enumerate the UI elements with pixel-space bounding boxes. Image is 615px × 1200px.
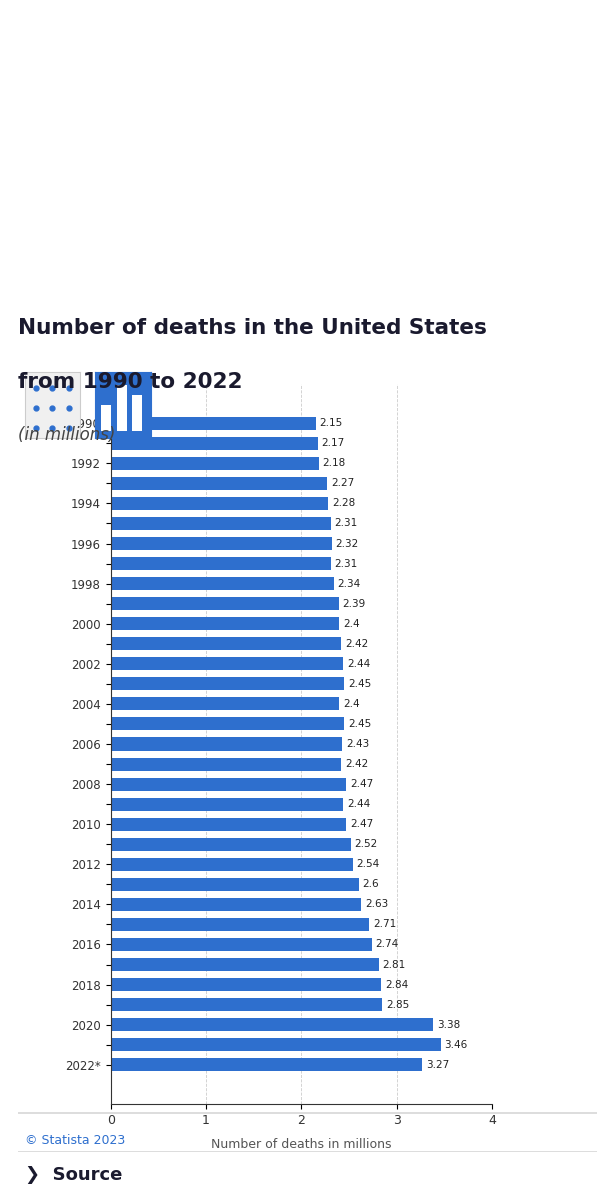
Bar bbox=[111, 878, 359, 890]
Text: 2.31: 2.31 bbox=[335, 518, 358, 528]
Bar bbox=[111, 538, 332, 550]
Text: 2.42: 2.42 bbox=[345, 760, 368, 769]
Text: 2.4: 2.4 bbox=[343, 619, 360, 629]
Text: 2.32: 2.32 bbox=[336, 539, 359, 548]
Bar bbox=[111, 1038, 440, 1051]
Bar bbox=[111, 1018, 433, 1031]
Bar bbox=[111, 677, 344, 690]
Bar bbox=[111, 798, 343, 811]
Text: 2.84: 2.84 bbox=[385, 979, 408, 990]
Text: 2.71: 2.71 bbox=[373, 919, 396, 930]
Text: 2.74: 2.74 bbox=[376, 940, 399, 949]
Bar bbox=[111, 998, 383, 1012]
Text: 2.81: 2.81 bbox=[383, 960, 406, 970]
Text: 2.31: 2.31 bbox=[335, 558, 358, 569]
Text: 2.44: 2.44 bbox=[347, 799, 370, 809]
Text: 2.43: 2.43 bbox=[346, 739, 370, 749]
Bar bbox=[111, 858, 353, 871]
Text: © Statista 2023: © Statista 2023 bbox=[25, 1134, 125, 1147]
Text: 2.44: 2.44 bbox=[347, 659, 370, 668]
Bar bbox=[111, 817, 346, 830]
Bar bbox=[111, 457, 319, 470]
Text: 2.6: 2.6 bbox=[362, 880, 379, 889]
Bar bbox=[111, 557, 331, 570]
Text: 2.45: 2.45 bbox=[348, 719, 371, 728]
Bar bbox=[111, 838, 351, 851]
Text: 2.28: 2.28 bbox=[332, 498, 355, 509]
Bar bbox=[111, 697, 339, 710]
Text: (in millions): (in millions) bbox=[18, 426, 116, 444]
Text: Number of deaths in the United States: Number of deaths in the United States bbox=[18, 318, 487, 338]
Text: 3.46: 3.46 bbox=[444, 1039, 467, 1050]
Bar bbox=[111, 898, 362, 911]
Bar bbox=[111, 517, 331, 530]
Text: 2.15: 2.15 bbox=[319, 419, 343, 428]
Bar bbox=[111, 958, 379, 971]
Text: 2.27: 2.27 bbox=[331, 479, 354, 488]
Bar bbox=[111, 738, 343, 750]
Bar bbox=[111, 658, 343, 671]
Bar bbox=[111, 437, 317, 450]
Bar bbox=[111, 978, 381, 991]
Text: 2.34: 2.34 bbox=[338, 578, 361, 589]
Bar bbox=[111, 577, 334, 590]
Text: 2.54: 2.54 bbox=[357, 859, 380, 869]
Text: 2.63: 2.63 bbox=[365, 899, 389, 910]
Text: 2.18: 2.18 bbox=[322, 458, 346, 468]
Text: 3.27: 3.27 bbox=[426, 1060, 450, 1069]
Text: 2.17: 2.17 bbox=[322, 438, 344, 449]
Bar bbox=[111, 476, 327, 490]
Text: 2.85: 2.85 bbox=[386, 1000, 410, 1009]
X-axis label: Number of deaths in millions: Number of deaths in millions bbox=[211, 1138, 392, 1151]
Bar bbox=[111, 1058, 423, 1072]
Bar bbox=[111, 497, 328, 510]
Bar bbox=[111, 416, 315, 430]
Bar bbox=[111, 617, 339, 630]
Bar bbox=[111, 718, 344, 731]
Bar bbox=[111, 918, 369, 931]
Text: 2.52: 2.52 bbox=[355, 839, 378, 850]
Text: 2.42: 2.42 bbox=[345, 638, 368, 649]
Bar bbox=[111, 938, 372, 950]
Bar bbox=[111, 778, 346, 791]
Bar bbox=[111, 598, 338, 610]
Text: 3.38: 3.38 bbox=[437, 1020, 460, 1030]
Text: 2.39: 2.39 bbox=[343, 599, 365, 608]
Text: 2.47: 2.47 bbox=[350, 779, 373, 790]
Text: 2.45: 2.45 bbox=[348, 679, 371, 689]
Text: 2.47: 2.47 bbox=[350, 820, 373, 829]
Text: from 1990 to 2022: from 1990 to 2022 bbox=[18, 372, 243, 392]
Bar bbox=[111, 757, 341, 770]
Text: ❯  Source: ❯ Source bbox=[25, 1166, 122, 1184]
Bar bbox=[111, 637, 341, 650]
Text: 2.4: 2.4 bbox=[343, 698, 360, 709]
